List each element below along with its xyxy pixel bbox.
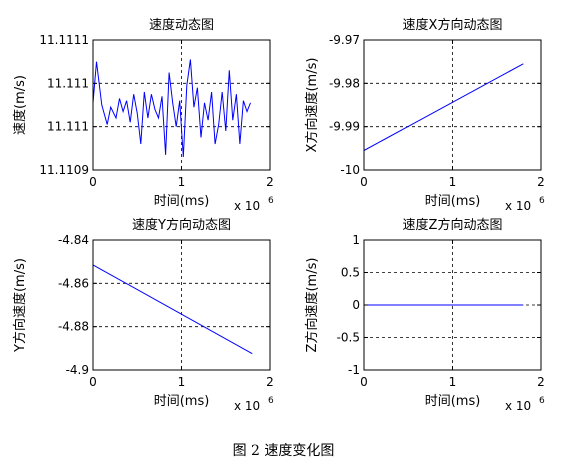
y-tick-label: -9.97 [329, 33, 360, 47]
x-axis-label: 时间(ms) [425, 394, 481, 409]
x-exponent-power: 6 [268, 396, 274, 406]
y-tick-label: 11.111 [47, 120, 89, 134]
x-tick-label: 1 [449, 375, 457, 389]
figure-caption: 图 2 速度变化图 [232, 443, 335, 459]
series-line [92, 59, 251, 158]
chart-title: 速度Y方向动态图 [132, 217, 231, 233]
chart-title: 速度Z方向动态图 [403, 217, 503, 233]
y-axis-label: Y方向速度(m/s) [12, 258, 28, 353]
x-exponent-power: 6 [539, 396, 545, 406]
y-tick-label: -9.99 [329, 120, 360, 134]
y-tick-label: -4.86 [58, 276, 89, 290]
x-exponent-label: x 10 [505, 399, 531, 413]
x-tick-label: 2 [266, 175, 274, 189]
chart-title: 速度动态图 [149, 17, 214, 33]
y-tick-label: 11.111 [47, 76, 89, 90]
x-tick-label: 1 [178, 375, 186, 389]
x-tick-label: 0 [89, 175, 97, 189]
y-tick-label: -0.5 [337, 331, 360, 345]
x-tick-label: 0 [360, 175, 368, 189]
chart-title: 速度X方向动态图 [403, 17, 503, 33]
x-axis-label: 时间(ms) [154, 394, 210, 409]
x-exponent-power: 6 [539, 196, 545, 206]
y-tick-label: 0 [352, 298, 360, 312]
x-tick-label: 2 [537, 375, 545, 389]
x-tick-label: 0 [89, 375, 97, 389]
x-tick-label: 0 [360, 375, 368, 389]
y-tick-label: -4.88 [58, 320, 89, 334]
x-exponent-label: x 10 [234, 199, 260, 213]
x-tick-label: 2 [537, 175, 545, 189]
y-tick-label: -10 [340, 163, 360, 177]
y-tick-label: -4.9 [66, 363, 89, 377]
x-exponent-power: 6 [268, 196, 274, 206]
y-tick-label: -1 [348, 363, 360, 377]
x-tick-label: 1 [449, 175, 457, 189]
y-tick-label: 1 [352, 233, 360, 247]
y-axis-label: X方向速度(m/s) [304, 58, 320, 153]
x-tick-label: 2 [266, 375, 274, 389]
y-tick-label: 11.1111 [39, 33, 89, 47]
y-tick-label: 0.5 [341, 266, 360, 280]
y-axis-label: Z方向速度(m/s) [304, 258, 320, 353]
y-tick-label: 11.1109 [39, 163, 89, 177]
x-exponent-label: x 10 [505, 199, 531, 213]
x-exponent-label: x 10 [234, 399, 260, 413]
x-axis-label: 时间(ms) [425, 194, 481, 209]
series-line [92, 264, 253, 355]
y-tick-label: -9.98 [329, 76, 360, 90]
x-tick-label: 1 [178, 175, 186, 189]
chart-panel-1: 0 1 2 11.1109 11.111 11.111 11.1111 速度动态图时间(ms)… [12, 17, 274, 213]
x-axis-label: 时间(ms) [154, 194, 210, 209]
y-axis-label: 速度(m/s) [12, 75, 28, 135]
series-line [363, 63, 524, 151]
y-tick-label: -4.84 [58, 233, 89, 247]
